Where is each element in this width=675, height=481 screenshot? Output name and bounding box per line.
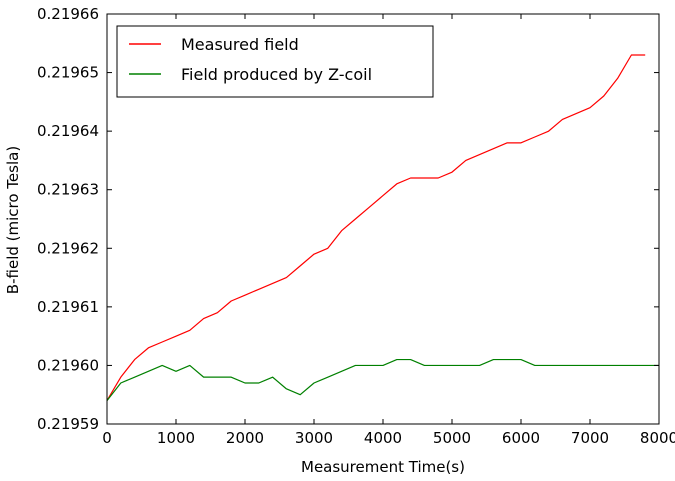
- y-tick-label: 0.21960: [37, 356, 99, 374]
- y-tick-label: 0.21964: [37, 122, 99, 140]
- y-tick-label: 0.21959: [37, 415, 99, 433]
- x-tick-label: 2000: [226, 429, 264, 447]
- x-tick-label: 5000: [433, 429, 471, 447]
- series-line-1: [106, 358, 659, 401]
- y-tick-label: 0.21962: [37, 239, 99, 257]
- y-axis-label: B-field (micro Tesla): [4, 146, 22, 294]
- series-line-0: [106, 54, 646, 401]
- y-tick-label: 0.21961: [37, 298, 99, 316]
- x-tick-label: 8000: [640, 429, 675, 447]
- x-tick-label: 4000: [364, 429, 402, 447]
- legend-box: [116, 25, 434, 98]
- plot-frame: [106, 13, 660, 425]
- plot-area: [106, 54, 659, 401]
- x-axis-label: Measurement Time(s): [301, 458, 465, 476]
- x-tick-label: 6000: [502, 429, 540, 447]
- y-tick-label: 0.21963: [37, 181, 99, 199]
- x-tick-label: 7000: [571, 429, 609, 447]
- axis-ticks: 0 1000 2000 3000 4000 5000 6000 7000 8000 0.21959…: [37, 5, 675, 447]
- legend: Measured field Field produced by Z-coil: [116, 25, 434, 98]
- x-tick-label: 0: [102, 429, 112, 447]
- y-tick-label: 0.21966: [37, 5, 99, 23]
- legend-label-measured-field: Measured field: [181, 35, 299, 54]
- y-tick-label: 0.21965: [37, 64, 99, 82]
- x-tick-label: 3000: [295, 429, 333, 447]
- legend-label-z-coil-field: Field produced by Z-coil: [181, 65, 372, 84]
- x-tick-label: 1000: [157, 429, 195, 447]
